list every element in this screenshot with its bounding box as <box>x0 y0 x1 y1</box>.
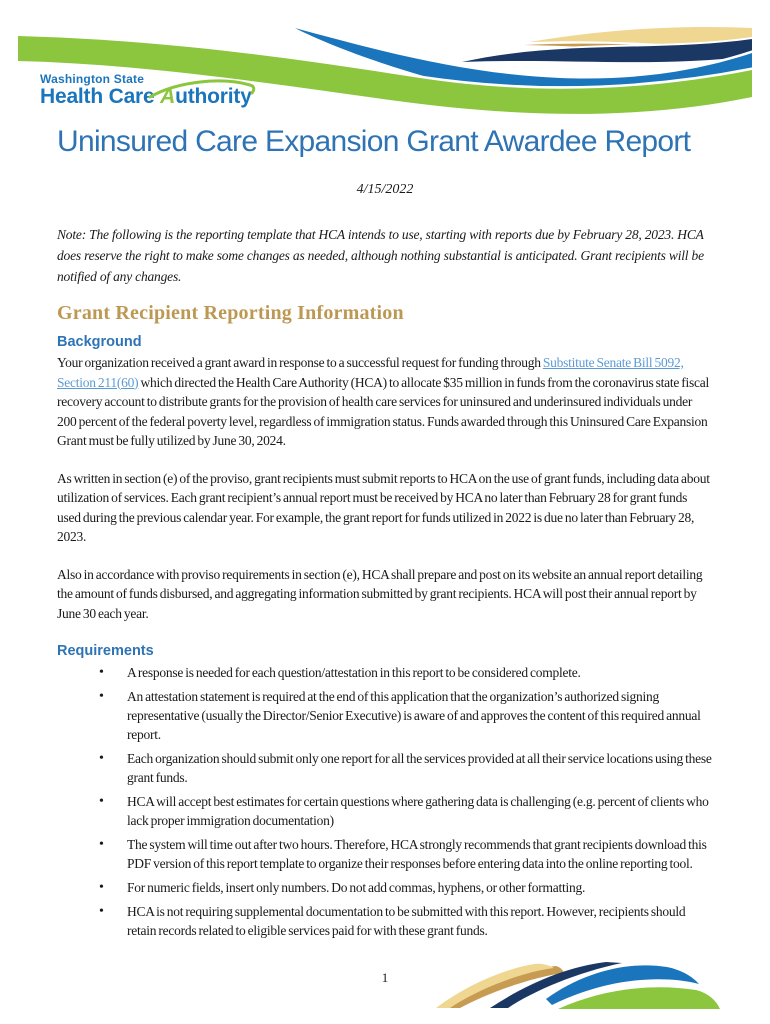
requirements-list: A response is needed for each question/a… <box>57 663 713 940</box>
requirement-item: An attestation statement is required at … <box>57 687 713 744</box>
sub-heading-background: Background <box>57 334 142 350</box>
hca-logo: Washington State Health Care Authority <box>40 72 256 109</box>
page-title: Uninsured Care Expansion Grant Awardee R… <box>57 125 691 158</box>
footer-wave-graphic <box>436 962 722 1010</box>
sub-heading-requirements: Requirements <box>57 643 154 659</box>
document-content: Uninsured Care Expansion Grant Awardee R… <box>57 0 713 940</box>
background-paragraph-3: Also in accordance with proviso requirem… <box>57 566 703 621</box>
note-paragraph: Note: The following is the reporting tem… <box>57 227 704 284</box>
logo-healthcare-text: Health Care <box>40 85 161 108</box>
requirement-item: For numeric fields, insert only numbers.… <box>57 878 713 897</box>
senate-bill-link[interactable]: Substitute Senate Bill 5092, Section 211… <box>57 355 684 390</box>
document-date: 4/15/2022 <box>356 182 414 197</box>
logo-state-text: Washington State <box>40 72 145 86</box>
background-paragraph-1: Your organization received a grant award… <box>57 353 713 451</box>
background-p1-before-link: Your organization received a grant award… <box>57 355 543 370</box>
header-wave-graphic <box>15 26 755 117</box>
requirement-item: A response is needed for each question/a… <box>57 663 713 682</box>
section-heading-grant-recipient-reporting: Grant Recipient Reporting Information <box>57 302 404 324</box>
background-paragraph-2: As written in section (e) of the proviso… <box>57 470 710 545</box>
requirement-item: Each organization should submit only one… <box>57 749 713 787</box>
requirement-item: HCA is not requiring supplemental docume… <box>57 902 713 940</box>
page-number: 1 <box>381 970 389 985</box>
background-p1-after-link: which directed the Health Care Authority… <box>57 374 709 449</box>
requirement-item: The system will time out after two hours… <box>57 835 713 873</box>
requirement-item: HCA will accept best estimates for certa… <box>57 792 713 830</box>
logo-agency-text: Health Care Authority <box>40 79 256 109</box>
